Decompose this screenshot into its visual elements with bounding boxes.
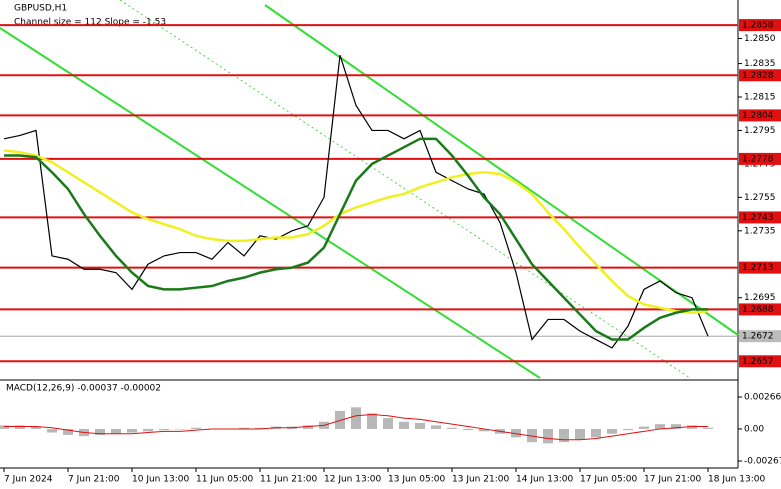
x-tick-label: 13 Jun 21:00	[452, 475, 509, 485]
macd-bar	[351, 407, 361, 429]
level-label: 1.2858	[742, 21, 774, 31]
macd-bar	[95, 428, 105, 435]
y-tick-label: 0.00	[744, 424, 764, 434]
macd-bar	[623, 428, 633, 431]
macd-bar	[175, 428, 185, 430]
macd-bar	[607, 428, 617, 434]
macd-bar	[383, 418, 393, 429]
level-tag	[739, 261, 781, 274]
y-tick-label: 1.2850	[744, 34, 776, 44]
x-tick-label: 11 Jun 21:00	[260, 475, 317, 485]
level-label: 1.2743	[742, 213, 774, 223]
macd-bar	[559, 428, 569, 443]
channel-line	[0, 27, 541, 379]
macd-bar	[399, 421, 409, 429]
x-tick-label: 7 Jun 21:00	[68, 475, 120, 485]
level-tag	[739, 211, 781, 224]
macd-bar	[239, 427, 249, 429]
y-tick-label: 1.2835	[744, 59, 776, 69]
macd-bar	[463, 428, 473, 431]
x-tick-label: 10 Jun 13:00	[132, 475, 189, 485]
x-tick-label: 13 Jun 05:00	[388, 475, 445, 485]
annotation: Channel size = 112 Slope = -1.53	[14, 18, 166, 28]
level-tag	[739, 303, 781, 316]
macd-bar	[479, 428, 489, 432]
level-label: 1.2828	[742, 71, 774, 81]
y-tick-label: 0.00266	[744, 393, 781, 403]
macd-bar	[191, 427, 201, 429]
macd-bar	[255, 427, 265, 429]
symbol-title: GBPUSD,H1	[14, 4, 67, 14]
macd-title: MACD(12,26,9) -0.00037 -0.00002	[6, 384, 161, 394]
level-tag	[739, 152, 781, 165]
price-line	[4, 137, 708, 341]
x-tick-label: 7 Jun 2024	[4, 475, 53, 485]
macd-bar	[367, 413, 377, 429]
macd-bar	[0, 425, 9, 429]
macd-bar	[591, 428, 601, 438]
macd-signal	[4, 414, 708, 441]
macd-bar	[431, 425, 441, 429]
y-tick-label: 1.2695	[744, 293, 776, 303]
level-tag	[739, 19, 781, 32]
macd-bar	[447, 427, 457, 429]
level-tag	[739, 355, 781, 368]
macd-bar	[671, 424, 681, 429]
macd-bar	[159, 428, 169, 431]
x-tick-label: 11 Jun 05:00	[196, 475, 253, 485]
macd-bar	[687, 425, 697, 429]
x-tick-label: 18 Jun 13:00	[708, 475, 765, 485]
macd-bar	[63, 428, 73, 435]
macd-bar	[15, 425, 25, 429]
x-tick-label: 17 Jun 05:00	[580, 475, 637, 485]
macd-bar	[575, 428, 585, 440]
level-label: 1.2713	[742, 263, 774, 273]
level-label: 1.2657	[742, 357, 774, 367]
macd-bar	[639, 426, 649, 429]
macd-bar	[415, 422, 425, 429]
level-label: 1.2688	[742, 305, 774, 315]
channel-line	[264, 4, 739, 336]
macd-bar	[47, 428, 57, 433]
macd-bar	[703, 427, 713, 429]
last-price-tag	[739, 330, 781, 343]
y-tick-label: 1.2735	[744, 226, 776, 236]
macd-bar	[31, 426, 41, 429]
x-tick-label: 12 Jun 13:00	[324, 475, 381, 485]
macd-bar	[303, 425, 313, 429]
macd-bar	[143, 428, 153, 432]
level-tag	[739, 69, 781, 82]
macd-bar	[511, 428, 521, 438]
price-line	[3, 149, 709, 315]
x-tick-label: 14 Jun 13:00	[516, 475, 573, 485]
y-tick-label: 1.2755	[744, 193, 776, 203]
channel-mid	[119, 0, 691, 379]
macd-bar	[335, 410, 345, 429]
macd-bar	[111, 428, 121, 434]
macd-bar	[527, 428, 537, 443]
x-tick-label: 17 Jun 21:00	[644, 475, 701, 485]
level-label: 1.2778	[742, 154, 774, 164]
y-tick-label: 1.2815	[744, 93, 776, 103]
price-line	[3, 55, 709, 349]
macd-bar	[543, 428, 553, 444]
y-tick-label: -0.00267	[744, 457, 781, 467]
y-tick-label: 1.2795	[744, 126, 776, 136]
last-price-label: 1.2672	[742, 332, 774, 342]
macd-bar	[655, 424, 665, 429]
macd-bar	[127, 428, 137, 433]
level-label: 1.2804	[742, 111, 774, 121]
level-tag	[739, 109, 781, 122]
